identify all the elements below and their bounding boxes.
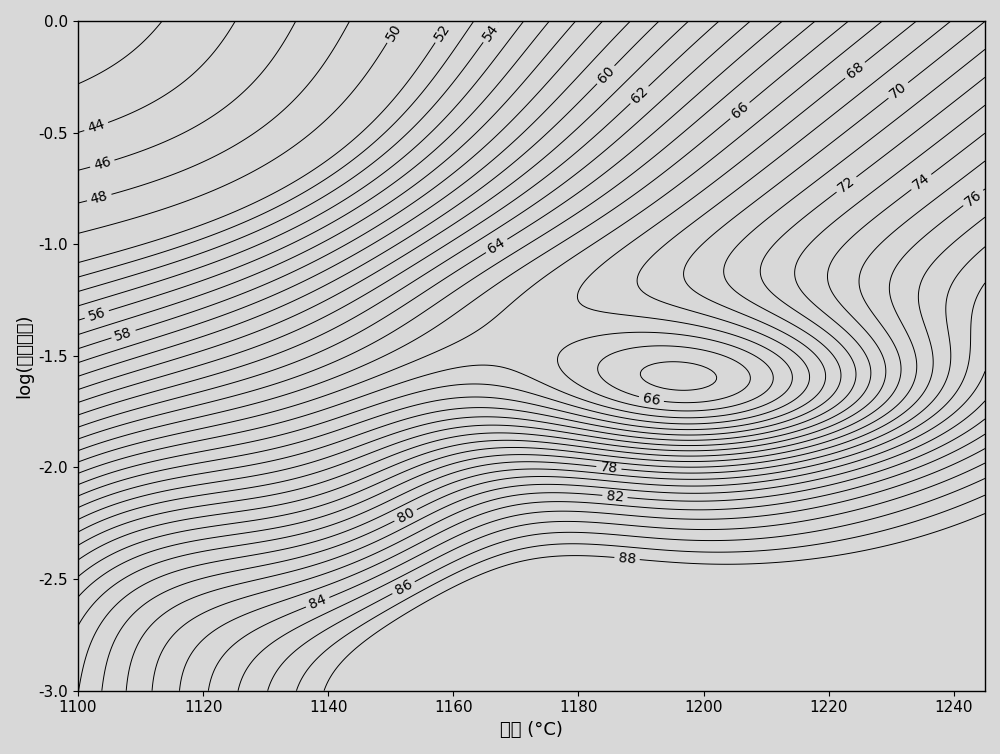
Text: 64: 64	[485, 235, 508, 256]
Text: 88: 88	[618, 550, 637, 566]
Y-axis label: log(应变速率): log(应变速率)	[15, 314, 33, 398]
Text: 48: 48	[89, 188, 110, 207]
Text: 80: 80	[395, 505, 417, 526]
Text: 84: 84	[307, 593, 328, 612]
Text: 68: 68	[844, 60, 866, 81]
Text: 56: 56	[86, 305, 107, 323]
Text: 70: 70	[887, 79, 909, 101]
Text: 50: 50	[383, 21, 404, 43]
Text: 82: 82	[606, 489, 624, 504]
Text: 46: 46	[92, 155, 113, 173]
X-axis label: 温度 (°C): 温度 (°C)	[500, 721, 563, 739]
Text: 72: 72	[835, 173, 858, 195]
Text: 58: 58	[113, 325, 134, 344]
Text: 66: 66	[641, 391, 661, 408]
Text: 54: 54	[480, 21, 501, 44]
Text: 76: 76	[962, 187, 984, 209]
Text: 86: 86	[392, 578, 415, 598]
Text: 62: 62	[628, 84, 651, 106]
Text: 78: 78	[599, 460, 618, 476]
Text: 66: 66	[729, 100, 751, 121]
Text: 60: 60	[595, 63, 617, 86]
Text: 52: 52	[431, 21, 453, 43]
Text: 74: 74	[910, 171, 933, 193]
Text: 44: 44	[86, 117, 107, 136]
